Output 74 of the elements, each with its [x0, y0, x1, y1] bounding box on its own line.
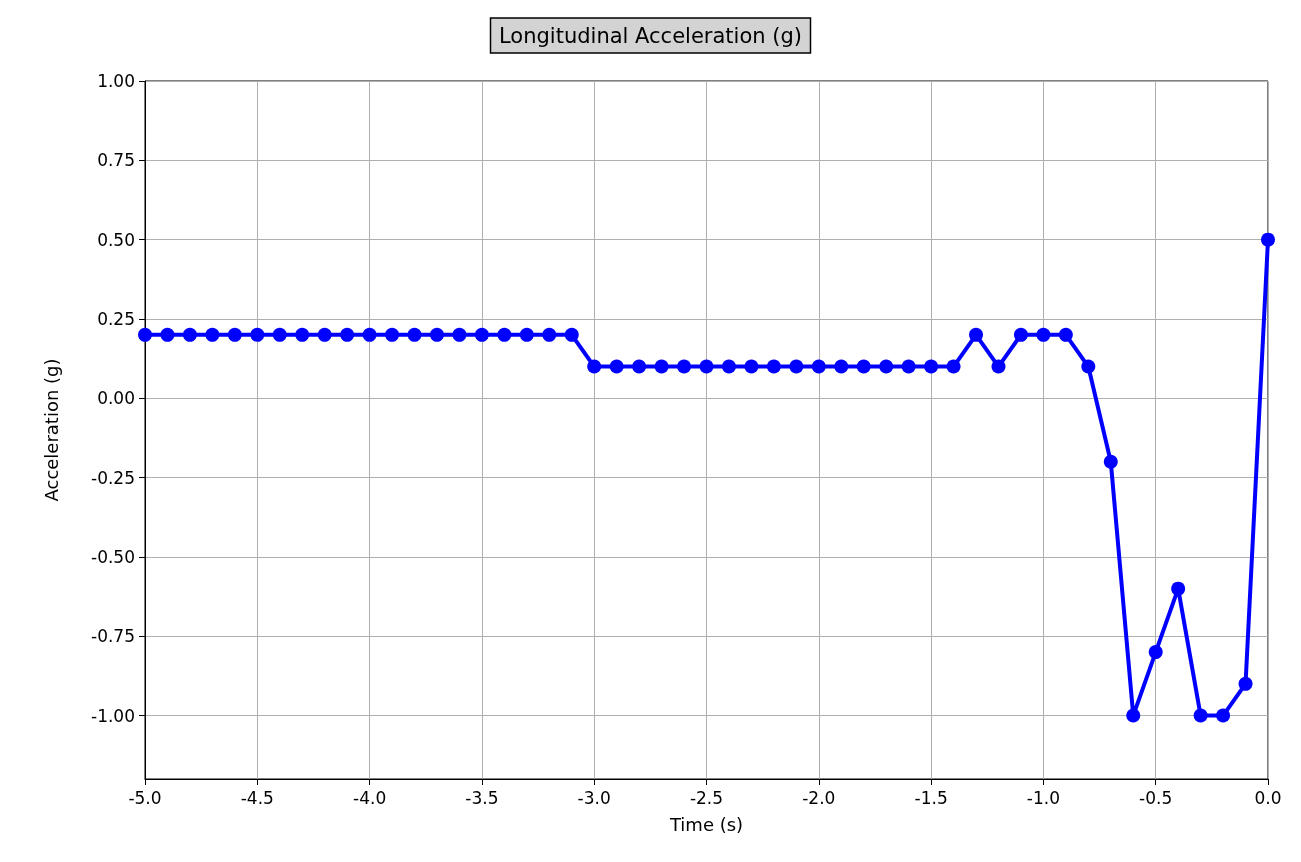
- point: [429, 327, 444, 342]
- point: [856, 359, 871, 374]
- y-tick-label: -0.25: [91, 467, 135, 488]
- point: [789, 359, 804, 374]
- point: [160, 327, 175, 342]
- point: [1261, 232, 1275, 247]
- point: [1013, 327, 1028, 342]
- point: [1148, 645, 1163, 660]
- point: [1058, 327, 1073, 342]
- x-tick-label: -3.5: [465, 787, 499, 808]
- x-tick-label: -4.5: [240, 787, 274, 808]
- point: [385, 327, 400, 342]
- point: [497, 327, 512, 342]
- y-tick-label: -0.75: [91, 626, 135, 647]
- x-tick-label: -3.0: [577, 787, 611, 808]
- x-axis-title: Time (s): [668, 813, 744, 835]
- point: [295, 327, 310, 342]
- point: [407, 327, 422, 342]
- y-tick-label: 1.00: [97, 71, 135, 91]
- chart-title: Longitudinal Acceleration (g): [499, 23, 802, 48]
- x-tick-label: -2.5: [689, 787, 724, 808]
- point: [519, 327, 534, 342]
- point: [474, 327, 489, 342]
- point: [677, 359, 692, 374]
- point: [205, 327, 220, 342]
- point: [1216, 708, 1231, 723]
- x-tick-label: -2.0: [802, 787, 836, 808]
- point: [969, 327, 984, 342]
- x-tick-label: -1.0: [1026, 787, 1060, 808]
- point: [721, 359, 736, 374]
- y-tick-label: -1.00: [91, 705, 135, 726]
- y-tick-label: 0.75: [97, 150, 135, 171]
- point: [879, 359, 894, 374]
- point: [811, 359, 826, 374]
- point: [227, 327, 242, 342]
- point: [587, 359, 602, 374]
- point: [946, 359, 961, 374]
- point: [272, 327, 287, 342]
- point: [632, 359, 647, 374]
- point: [924, 359, 939, 374]
- x-tick-label: -1.5: [914, 787, 948, 808]
- y-axis-title: Acceleration (g): [40, 358, 62, 502]
- point: [901, 359, 916, 374]
- y-tick-label: 0.25: [97, 308, 135, 329]
- x-tick-label: -5.0: [128, 787, 162, 808]
- point: [699, 359, 714, 374]
- point: [609, 359, 624, 374]
- x-tick-label: -0.5: [1139, 787, 1173, 808]
- point: [452, 327, 467, 342]
- point: [654, 359, 669, 374]
- point: [340, 327, 355, 342]
- y-tick-label: 0.00: [97, 388, 135, 409]
- point: [542, 327, 557, 342]
- point: [362, 327, 377, 342]
- point: [1238, 676, 1253, 691]
- point: [250, 327, 265, 342]
- point: [1103, 454, 1118, 469]
- point: [766, 359, 781, 374]
- point: [182, 327, 197, 342]
- point: [138, 327, 152, 342]
- point: [834, 359, 849, 374]
- y-tick-label: -0.50: [91, 546, 135, 567]
- point: [991, 359, 1006, 374]
- point: [1036, 327, 1051, 342]
- point: [564, 327, 579, 342]
- point: [1126, 708, 1141, 723]
- point: [1081, 359, 1096, 374]
- x-tick-label: 0.0: [1254, 787, 1282, 808]
- point: [317, 327, 332, 342]
- point: [1171, 581, 1186, 596]
- point: [744, 359, 759, 374]
- y-tick-label: 0.50: [97, 229, 135, 250]
- point: [1193, 708, 1208, 723]
- x-tick-label: -4.0: [353, 787, 387, 808]
